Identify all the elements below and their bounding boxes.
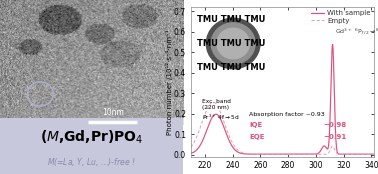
Text: EQE: EQE [249,134,265,140]
Text: Exc. band
(220 nm)
Pr$^{3+}$ 4f$\rightarrow$5d: Exc. band (220 nm) Pr$^{3+}$ 4f$\rightar… [202,99,240,122]
Line: Empty: Empty [191,102,374,154]
Empty [333,150,338,152]
Empty [367,153,371,155]
With sample [273,153,277,155]
Text: TMU TMU TMU: TMU TMU TMU [197,64,266,73]
Circle shape [211,23,255,64]
Text: Gd$^{3+}$ $^6$P$_{7/2}$$\rightarrow$$^8$S$_{7/2}$: Gd$^{3+}$ $^6$P$_{7/2}$$\rightarrow$$^8$… [335,27,378,36]
Text: ~0.98: ~0.98 [323,122,346,128]
Empty [278,153,282,155]
With sample [367,153,371,155]
Text: ~0.91: ~0.91 [323,134,346,140]
With sample [367,153,371,155]
Empty [349,153,353,155]
With sample [278,153,282,155]
Empty [198,126,203,129]
With sample [189,152,193,154]
With sample [333,128,338,130]
Bar [0,118,183,174]
Empty [189,146,193,148]
Text: $M$(=La, Y, Lu, …)-free !: $M$(=La, Y, Lu, …)-free ! [47,156,136,168]
Text: Absorption factor ~0.93: Absorption factor ~0.93 [249,112,325,117]
Text: 10nm: 10nm [102,108,124,117]
Y-axis label: Photon number /10¹²·s⁻¹·nm⁻¹: Photon number /10¹²·s⁻¹·nm⁻¹ [166,29,172,135]
Circle shape [217,28,249,59]
Text: ($M$,Gd,Pr)PO$_4$: ($M$,Gd,Pr)PO$_4$ [40,129,143,146]
Circle shape [206,18,260,69]
Legend: With sample, Empty: With sample, Empty [311,10,371,24]
Line: With sample: With sample [191,44,374,154]
With sample [330,43,335,45]
With sample [372,153,376,155]
With sample [296,153,300,155]
Text: TMU TMU TMU: TMU TMU TMU [197,39,266,48]
Text: TMU TMU TMU: TMU TMU TMU [197,14,266,23]
Empty [367,153,371,155]
With sample [198,144,203,146]
Empty [273,153,277,155]
Empty [211,101,215,103]
Text: IQE: IQE [249,122,262,128]
Empty [372,153,376,155]
